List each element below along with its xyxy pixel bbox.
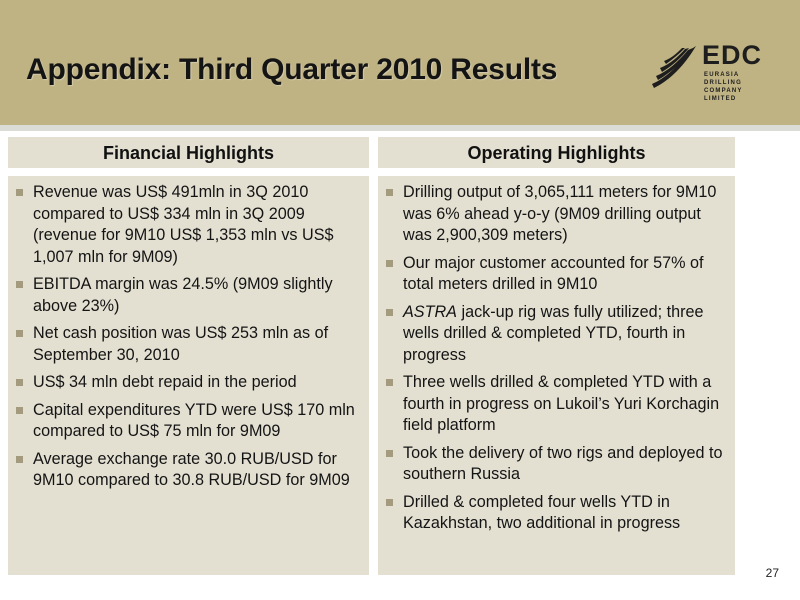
list-item: Our major customer accounted for 57% of … <box>386 253 729 296</box>
logo-subtitle: EURASIA DRILLING COMPANY LIMITED <box>704 72 743 102</box>
bullet-square-icon <box>386 189 393 196</box>
list-item: ASTRA jack-up rig was fully utilized; th… <box>386 302 729 367</box>
list-item: Net cash position was US$ 253 mln as of … <box>16 323 363 366</box>
list-item-text: Average exchange rate 30.0 RUB/USD for 9… <box>33 449 350 490</box>
list-item: Revenue was US$ 491mln in 3Q 2010 compar… <box>16 182 363 268</box>
bullet-square-icon <box>386 498 393 506</box>
list-item: Took the delivery of two rigs and deploy… <box>386 443 729 486</box>
list-item-text: Capital expenditures YTD were US$ 170 ml… <box>33 400 355 441</box>
bullet-square-icon <box>16 281 23 288</box>
financial-highlights-panel: Revenue was US$ 491mln in 3Q 2010 compar… <box>8 176 369 575</box>
operating-highlights-heading: Operating Highlights <box>378 137 735 168</box>
bullet-square-icon <box>16 455 23 463</box>
bullet-square-icon <box>16 406 23 414</box>
bullet-square-icon <box>16 330 23 337</box>
operating-highlights-panel: Drilling output of 3,065,111 meters for … <box>378 176 735 575</box>
list-item-text: Three wells drilled & completed YTD with… <box>403 373 720 434</box>
operating-highlights-list: Drilling output of 3,065,111 meters for … <box>378 176 735 535</box>
list-item: Average exchange rate 30.0 RUB/USD for 9… <box>16 449 363 492</box>
list-item-text: Revenue was US$ 491mln in 3Q 2010 compar… <box>33 183 334 266</box>
list-item: Drilling output of 3,065,111 meters for … <box>386 182 729 247</box>
slide-title: Appendix: Third Quarter 2010 Results <box>26 53 558 86</box>
page-number: 27 <box>765 566 779 580</box>
list-item-text: US$ 34 mln debt repaid in the period <box>33 373 297 391</box>
company-logo: EDC EURASIA DRILLING COMPANY LIMITED <box>648 38 778 102</box>
list-item-text: Drilled & completed four wells YTD in Ka… <box>403 492 681 533</box>
bullet-square-icon <box>386 449 393 457</box>
bullet-square-icon <box>16 189 23 196</box>
financial-highlights-list: Revenue was US$ 491mln in 3Q 2010 compar… <box>8 176 369 492</box>
list-item: EBITDA margin was 24.5% (9M09 slightly a… <box>16 274 363 317</box>
logo-wordmark: EDC <box>702 40 763 70</box>
list-item: Three wells drilled & completed YTD with… <box>386 372 729 437</box>
list-item-text: Took the delivery of two rigs and deploy… <box>403 443 723 484</box>
list-item: Capital expenditures YTD were US$ 170 ml… <box>16 400 363 443</box>
list-item-text: Our major customer accounted for 57% of … <box>403 253 704 294</box>
list-item: US$ 34 mln debt repaid in the period <box>16 372 363 394</box>
bullet-square-icon <box>386 379 393 386</box>
list-item-text: Net cash position was US$ 253 mln as of … <box>33 324 329 364</box>
financial-highlights-heading: Financial Highlights <box>8 137 369 168</box>
list-item: Drilled & completed four wells YTD in Ka… <box>386 492 729 535</box>
header-divider <box>0 125 800 131</box>
edc-swirl-icon <box>652 46 696 88</box>
list-item-text: EBITDA margin was 24.5% (9M09 slightly a… <box>33 275 333 315</box>
bullet-square-icon <box>386 308 393 316</box>
bullet-square-icon <box>386 259 393 267</box>
list-item-text: jack-up rig was fully utilized; three we… <box>403 302 704 364</box>
rig-name: ASTRA <box>403 302 457 321</box>
bullet-square-icon <box>16 379 23 386</box>
list-item-text: Drilling output of 3,065,111 meters for … <box>403 183 717 244</box>
